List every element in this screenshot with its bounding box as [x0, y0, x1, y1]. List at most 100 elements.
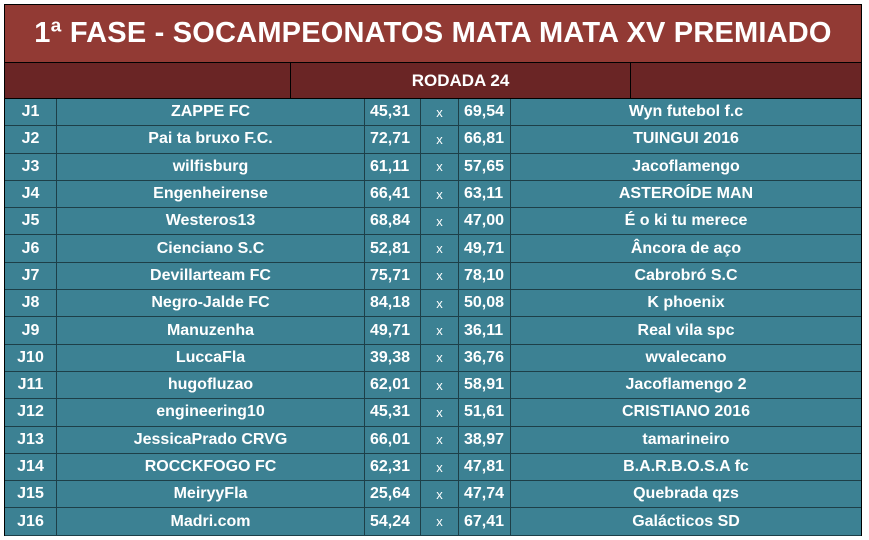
home-team: Madri.com [57, 508, 365, 535]
home-team: ZAPPE FC [57, 99, 365, 126]
table-row: J6 Cienciano S.C 52,81 x 49,71 Âncora de aço [5, 235, 861, 263]
home-team: Westeros13 [57, 208, 365, 235]
header-blank-left [5, 63, 291, 98]
match-code: J3 [5, 153, 57, 180]
match-code: J15 [5, 481, 57, 508]
away-team: tamarineiro [642, 430, 730, 448]
home-team: Pai ta bruxo F.C. [57, 126, 365, 153]
matches-list: J1 ZAPPE FC 45,31 x 69,54 Wyn futebol f.c J2 Pa… [5, 99, 861, 536]
home-team: Manuzenha [57, 317, 365, 344]
away-team: ASTEROÍDE MAN [618, 185, 754, 203]
match-code: J14 [5, 453, 57, 481]
table-row: J9 Manuzenha 49,71 x 36,11 Real vila spc [5, 317, 861, 345]
away-team: Âncora de aço [630, 239, 742, 257]
home-score: 75,71 [365, 262, 421, 290]
home-team: Devillarteam FC [57, 262, 365, 290]
spreadsheet-table: 1ª FASE - SOCAMPEONATOS MATA MATA XV PRE… [4, 4, 862, 536]
away-score: 63,11 [459, 180, 511, 208]
home-team: LuccaFla [57, 344, 365, 371]
home-score: 84,18 [365, 290, 421, 317]
table-row: J2 Pai ta bruxo F.C. 72,71 x 66,81 TUINGUI 20… [5, 126, 861, 154]
table-row: J14 ROCCKFOGO FC 62,31 x 47,81 B.A.R.B.O.S.A … [5, 453, 861, 482]
home-team: ROCCKFOGO FC [57, 453, 365, 481]
table-row: J1 ZAPPE FC 45,31 x 69,54 Wyn futebol f.c [5, 99, 861, 127]
home-team: Cienciano S.C [57, 235, 365, 262]
away-team: Jacoflamengo [632, 157, 740, 175]
match-code: J9 [5, 317, 57, 344]
home-score: 62,01 [365, 371, 421, 399]
match-code: J2 [5, 126, 57, 153]
versus-separator: x [421, 262, 459, 290]
table-row: J11 hugofluzao 62,01 x 58,91 Jacoflamengo 2 [5, 371, 861, 400]
match-code: J16 [5, 508, 57, 535]
versus-separator: x [421, 453, 459, 481]
home-team: MeiryyFla [57, 481, 365, 508]
match-code: J7 [5, 262, 57, 290]
away-team: Jacoflamengo 2 [625, 376, 747, 394]
away-team: TUINGUI 2016 [633, 130, 739, 148]
away-score: 66,81 [459, 126, 511, 153]
home-score: 62,31 [365, 453, 421, 481]
match-code: J4 [5, 180, 57, 208]
home-team: engineering10 [57, 399, 365, 426]
home-score: 45,31 [365, 399, 421, 426]
versus-separator: x [421, 235, 459, 262]
away-team: Galácticos SD [632, 512, 740, 530]
versus-separator: x [421, 317, 459, 344]
home-score: 39,38 [365, 344, 421, 371]
away-team: É o ki tu merece [624, 212, 748, 230]
match-code: J13 [5, 426, 57, 453]
match-code: J1 [5, 99, 57, 126]
match-code: J6 [5, 235, 57, 262]
versus-separator: x [421, 508, 459, 535]
table-row: J8 Negro-Jalde FC 84,18 x 50,08 K phoenix [5, 290, 861, 318]
home-team: Negro-Jalde FC [57, 290, 365, 317]
home-score: 49,71 [365, 317, 421, 344]
home-score: 66,01 [365, 426, 421, 453]
home-score: 61,11 [365, 153, 421, 180]
table-row: J4 Engenheirense 66,41 x 63,11 ASTEROÍDE MAN [5, 180, 861, 209]
away-score: 51,61 [459, 399, 511, 426]
away-score: 69,54 [459, 99, 511, 126]
home-team: hugofluzao [57, 371, 365, 399]
away-score: 58,91 [459, 371, 511, 399]
versus-separator: x [421, 208, 459, 235]
header-blank-right [631, 63, 861, 98]
home-score: 54,24 [365, 508, 421, 535]
home-score: 72,71 [365, 126, 421, 153]
away-team: CRISTIANO 2016 [621, 403, 751, 421]
away-team: B.A.R.B.O.S.A fc [623, 458, 749, 475]
versus-separator: x [421, 153, 459, 180]
home-team: Engenheirense [57, 180, 365, 208]
table-row: J7 Devillarteam FC 75,71 x 78,10 Cabrobró S.C [5, 262, 861, 291]
home-score: 68,84 [365, 208, 421, 235]
match-code: J11 [5, 371, 57, 399]
table-row: J13 JessicaPrado CRVG 66,01 x 38,97 tamarinei… [5, 426, 861, 454]
away-score: 38,97 [459, 426, 511, 453]
page-title: 1ª FASE - SOCAMPEONATOS MATA MATA XV PRE… [5, 5, 861, 63]
table-row: J5 Westeros13 68,84 x 47,00 É o ki tu merece [5, 208, 861, 236]
away-score: 47,00 [459, 208, 511, 235]
home-score: 52,81 [365, 235, 421, 262]
versus-separator: x [421, 126, 459, 153]
match-code: J12 [5, 399, 57, 426]
versus-separator: x [421, 399, 459, 426]
away-score: 50,08 [459, 290, 511, 317]
away-score: 47,81 [459, 453, 511, 481]
away-team: wvalecano [645, 348, 727, 366]
versus-separator: x [421, 481, 459, 508]
away-team: Wyn futebol f.c [628, 103, 744, 121]
versus-separator: x [421, 99, 459, 126]
home-team: wilfisburg [57, 153, 365, 180]
home-score: 45,31 [365, 99, 421, 126]
match-code: J10 [5, 344, 57, 371]
away-score: 78,10 [459, 262, 511, 290]
table-row: J3 wilfisburg 61,11 x 57,65 Jacoflamengo [5, 153, 861, 181]
table-row: J16 Madri.com 54,24 x 67,41 Galácticos SD [5, 508, 861, 536]
round-label: RODADA 24 [291, 63, 631, 98]
versus-separator: x [421, 344, 459, 371]
away-team: K phoenix [647, 294, 725, 312]
versus-separator: x [421, 180, 459, 208]
away-score: 67,41 [459, 508, 511, 535]
versus-separator: x [421, 290, 459, 317]
